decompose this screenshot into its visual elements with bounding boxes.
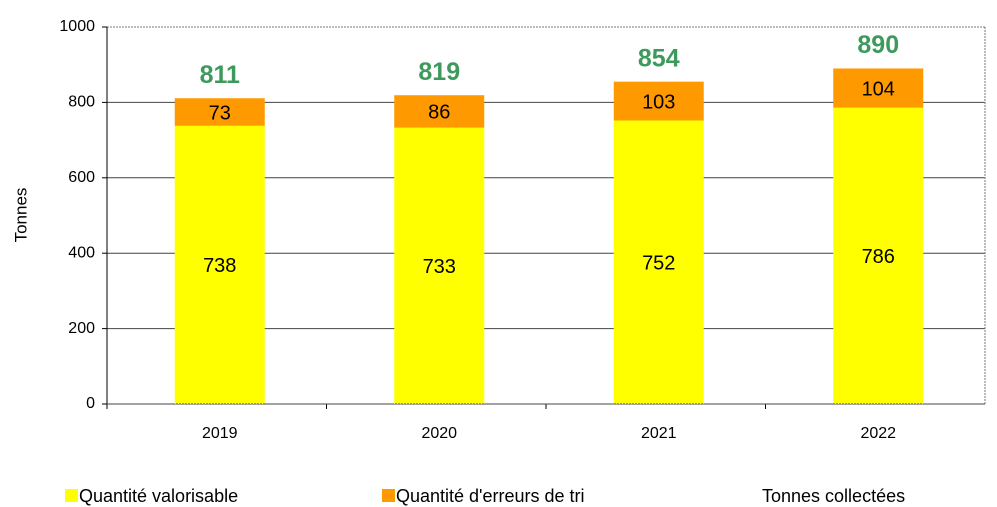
data-label: 752 — [642, 253, 675, 275]
bar-segment — [833, 107, 924, 404]
total-label: 811 — [200, 61, 240, 89]
data-label: 86 — [428, 102, 450, 124]
data-label: 103 — [642, 91, 675, 113]
legend-marker — [65, 489, 78, 502]
total-label: 854 — [638, 45, 680, 73]
data-label: 733 — [423, 256, 456, 278]
y-tick-label: 400 — [68, 244, 95, 261]
data-label: 104 — [862, 78, 895, 100]
legend-marker — [382, 489, 395, 502]
data-label: 786 — [862, 246, 895, 268]
bar-segment — [394, 95, 485, 128]
y-tick-label: 600 — [68, 169, 95, 186]
y-tick-label: 1000 — [59, 18, 95, 35]
bar-segment — [174, 125, 265, 405]
total-label: 819 — [418, 58, 460, 86]
x-tick-label: 2021 — [641, 425, 677, 442]
data-label: 73 — [209, 102, 231, 124]
y-tick-label: 800 — [68, 94, 95, 111]
legend-label: Tonnes collectées — [762, 486, 905, 506]
bar-segment — [613, 81, 704, 121]
x-tick-label: 2022 — [860, 425, 896, 442]
bar-segment — [833, 68, 924, 108]
x-tick-label: 2020 — [421, 425, 457, 442]
bar-segment — [174, 98, 265, 126]
total-label: 890 — [857, 31, 899, 59]
bar-segment — [613, 120, 704, 404]
y-tick-label: 200 — [68, 320, 95, 337]
legend-label: Quantité d'erreurs de tri — [396, 486, 585, 506]
x-tick-label: 2019 — [202, 425, 238, 442]
bar-segment — [394, 127, 485, 404]
y-tick-label: 0 — [86, 395, 95, 412]
data-label: 738 — [203, 255, 236, 277]
y-axis-label: Tonnes — [11, 188, 30, 243]
legend-label: Quantité valorisable — [79, 486, 238, 506]
